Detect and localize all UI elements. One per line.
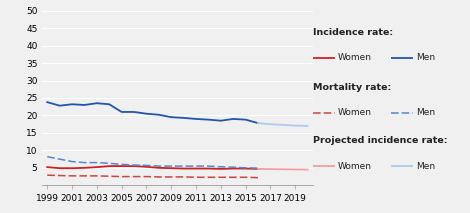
Text: Women: Women [338, 53, 372, 62]
Text: Incidence rate:: Incidence rate: [313, 28, 392, 37]
Text: Projected incidence rate:: Projected incidence rate: [313, 136, 447, 145]
Text: Women: Women [338, 162, 372, 171]
Text: Women: Women [338, 108, 372, 117]
Text: Men: Men [416, 108, 436, 117]
Text: Men: Men [416, 53, 436, 62]
Text: Mortality rate:: Mortality rate: [313, 83, 391, 92]
Text: Men: Men [416, 162, 436, 171]
